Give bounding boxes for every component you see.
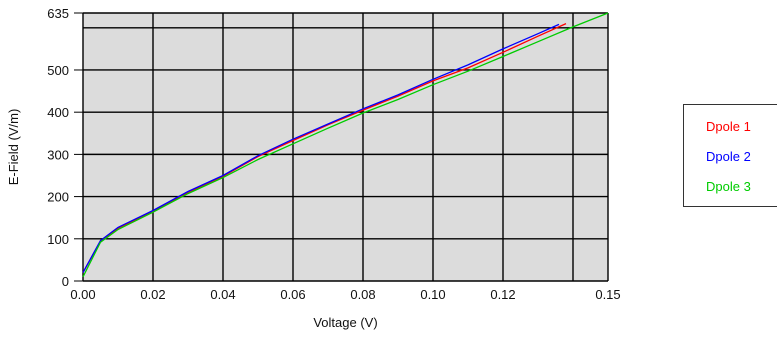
series-line-2 — [82, 23, 560, 273]
y-tick-label: 200 — [47, 190, 69, 205]
y-tick-label: 635 — [47, 6, 69, 21]
y-axis-ticks: 0 100 200 300 400 500 635 — [47, 6, 83, 289]
x-axis-label: Voltage (V) — [313, 315, 377, 330]
y-tick-label: 100 — [47, 232, 69, 247]
x-axis-ticks: 0.00 0.02 0.04 0.06 0.08 0.10 0.12 0.15 — [70, 287, 620, 302]
x-tick-label: 0.04 — [210, 287, 235, 302]
x-tick-label: 0.06 — [280, 287, 305, 302]
legend: Dpole 1 Dpole 2 Dpole 3 — [683, 104, 777, 207]
x-tick-label: 0.12 — [490, 287, 515, 302]
x-tick-label: 0.02 — [140, 287, 165, 302]
x-tick-label: 0.10 — [420, 287, 445, 302]
x-tick-label: 0.08 — [350, 287, 375, 302]
x-tick-label: 0.15 — [595, 287, 620, 302]
y-tick-label: 500 — [47, 63, 69, 78]
series-lines — [82, 12, 609, 278]
series-line-3 — [82, 12, 609, 278]
legend-item-dpole-3: Dpole 3 — [706, 179, 751, 194]
grid — [82, 12, 609, 282]
y-axis-label: E-Field (V/m) — [6, 109, 21, 186]
y-tick-label: 300 — [47, 147, 69, 162]
y-tick-label: 400 — [47, 105, 69, 120]
y-tick-label: 0 — [62, 274, 69, 289]
series-line-1 — [82, 23, 567, 273]
legend-item-dpole-2: Dpole 2 — [706, 149, 751, 164]
x-tick-label: 0.00 — [70, 287, 95, 302]
legend-item-dpole-1: Dpole 1 — [706, 119, 751, 134]
plot-area — [83, 13, 608, 281]
